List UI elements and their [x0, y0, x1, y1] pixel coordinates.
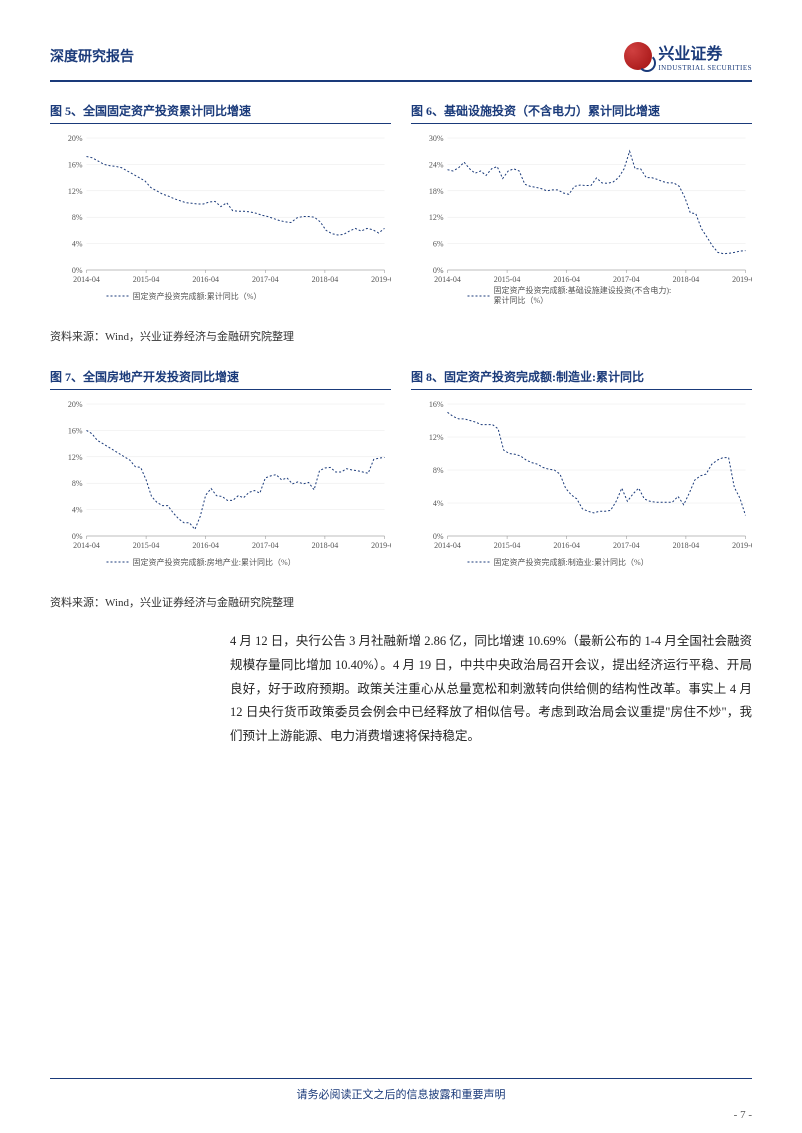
svg-text:2019-04: 2019-04	[371, 541, 391, 550]
svg-text:2018-04: 2018-04	[312, 275, 339, 284]
svg-text:0%: 0%	[72, 266, 83, 275]
svg-text:2016-04: 2016-04	[192, 541, 219, 550]
body-paragraph: 4 月 12 日，央行公告 3 月社融新增 2.86 亿，同比增速 10.69%…	[230, 630, 752, 749]
svg-text:16%: 16%	[429, 400, 444, 409]
svg-text:8%: 8%	[72, 479, 83, 488]
logo-icon	[624, 42, 652, 70]
svg-text:2014-04: 2014-04	[434, 541, 461, 550]
report-type-title: 深度研究报告	[50, 46, 134, 66]
chart-6-title: 图 6、基础设施投资（不含电力）累计同比增速	[411, 102, 752, 124]
svg-text:4%: 4%	[72, 506, 83, 515]
svg-text:16%: 16%	[68, 426, 83, 435]
svg-text:2015-04: 2015-04	[494, 275, 521, 284]
svg-text:2014-04: 2014-04	[73, 541, 100, 550]
svg-text:固定资产投资完成额:制造业:累计同比（%）: 固定资产投资完成额:制造业:累计同比（%）	[494, 557, 649, 567]
svg-text:0%: 0%	[72, 532, 83, 541]
svg-text:20%: 20%	[68, 134, 83, 143]
svg-text:4%: 4%	[72, 240, 83, 249]
svg-text:2015-04: 2015-04	[133, 275, 160, 284]
chart-8-block: 图 8、固定资产投资完成额:制造业:累计同比 0% 4% 8% 12% 16% 2014-…	[411, 368, 752, 576]
svg-text:2017-04: 2017-04	[252, 275, 279, 284]
svg-text:2016-04: 2016-04	[192, 275, 219, 284]
svg-text:12%: 12%	[429, 213, 444, 222]
svg-text:4%: 4%	[433, 499, 444, 508]
chart-7-block: 图 7、全国房地产开发投资同比增速 0% 4% 8% 12% 16% 20% 2014-04…	[50, 368, 391, 576]
svg-text:2018-04: 2018-04	[673, 541, 700, 550]
svg-text:2015-04: 2015-04	[494, 541, 521, 550]
logo-text: 兴业证券 INDUSTRIAL SECURITIES	[658, 40, 752, 72]
logo-cn: 兴业证券	[658, 40, 752, 64]
page-header: 深度研究报告 兴业证券 INDUSTRIAL SECURITIES	[50, 40, 752, 82]
svg-text:2014-04: 2014-04	[73, 275, 100, 284]
svg-text:8%: 8%	[72, 213, 83, 222]
page-number: - 7 -	[734, 1109, 752, 1121]
svg-text:2019-04: 2019-04	[732, 275, 752, 284]
svg-text:2016-04: 2016-04	[553, 275, 580, 284]
svg-text:2019-04: 2019-04	[371, 275, 391, 284]
chart-8: 0% 4% 8% 12% 16% 2014-04 2015-04 2016-04 2017-04…	[411, 396, 752, 576]
svg-text:20%: 20%	[68, 400, 83, 409]
svg-text:6%: 6%	[433, 240, 444, 249]
svg-text:12%: 12%	[68, 453, 83, 462]
svg-text:0%: 0%	[433, 266, 444, 275]
company-logo: 兴业证券 INDUSTRIAL SECURITIES	[624, 40, 752, 72]
svg-text:固定资产投资完成额:房地产业:累计同比（%）: 固定资产投资完成额:房地产业:累计同比（%）	[133, 557, 296, 567]
page-footer: 请务必阅读正文之后的信息披露和重要声明 - 7 -	[50, 1078, 752, 1103]
source-line-1: 资料来源：Wind，兴业证券经济与金融研究院整理	[50, 328, 752, 344]
svg-text:16%: 16%	[68, 160, 83, 169]
svg-text:2019-04: 2019-04	[732, 541, 752, 550]
chart-5-block: 图 5、全国固定资产投资累计同比增速 0% 4% 8% 12% 16% 20% 2014-0…	[50, 102, 391, 310]
svg-text:24%: 24%	[429, 160, 444, 169]
chart-6: 0% 6% 12% 18% 24% 30% 2014-04 2015-04 2016-04 201…	[411, 130, 752, 310]
svg-text:2017-04: 2017-04	[613, 275, 640, 284]
source-line-2: 资料来源：Wind，兴业证券经济与金融研究院整理	[50, 594, 752, 610]
charts-grid: 图 5、全国固定资产投资累计同比增速 0% 4% 8% 12% 16% 20% 2014-0…	[50, 102, 752, 624]
logo-en: INDUSTRIAL SECURITIES	[658, 64, 752, 72]
svg-text:2017-04: 2017-04	[252, 541, 279, 550]
chart-5: 0% 4% 8% 12% 16% 20% 2014-04 2015-04 2016-04 2017…	[50, 130, 391, 310]
svg-text:2018-04: 2018-04	[673, 275, 700, 284]
chart-7-title: 图 7、全国房地产开发投资同比增速	[50, 368, 391, 390]
svg-text:2016-04: 2016-04	[553, 541, 580, 550]
svg-text:固定资产投资完成额:累计同比（%）: 固定资产投资完成额:累计同比（%）	[133, 291, 262, 301]
svg-text:2014-04: 2014-04	[434, 275, 461, 284]
footer-disclaimer: 请务必阅读正文之后的信息披露和重要声明	[297, 1089, 506, 1101]
svg-text:18%: 18%	[429, 187, 444, 196]
svg-text:8%: 8%	[433, 466, 444, 475]
svg-text:12%: 12%	[68, 187, 83, 196]
chart-8-title: 图 8、固定资产投资完成额:制造业:累计同比	[411, 368, 752, 390]
chart-5-title: 图 5、全国固定资产投资累计同比增速	[50, 102, 391, 124]
svg-text:12%: 12%	[429, 433, 444, 442]
svg-text:30%: 30%	[429, 134, 444, 143]
svg-text:2015-04: 2015-04	[133, 541, 160, 550]
svg-text:固定资产投资完成额:基础设施建设投资(不含电力):累计同比（: 固定资产投资完成额:基础设施建设投资(不含电力):累计同比（%）	[494, 285, 672, 305]
svg-text:2017-04: 2017-04	[613, 541, 640, 550]
chart-7: 0% 4% 8% 12% 16% 20% 2014-04 2015-04 2016-04 2017…	[50, 396, 391, 576]
svg-text:0%: 0%	[433, 532, 444, 541]
svg-text:2018-04: 2018-04	[312, 541, 339, 550]
chart-6-block: 图 6、基础设施投资（不含电力）累计同比增速 0% 6% 12% 18% 24% 30% 2…	[411, 102, 752, 310]
